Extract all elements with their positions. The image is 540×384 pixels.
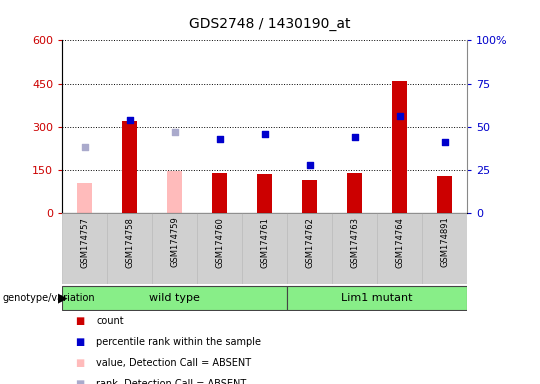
Text: genotype/variation: genotype/variation	[3, 293, 96, 303]
Point	[215, 136, 224, 142]
Point	[350, 134, 359, 140]
Bar	[422, 213, 467, 284]
Text: ■: ■	[76, 379, 85, 384]
Bar	[122, 121, 138, 213]
Text: GSM174764: GSM174764	[395, 217, 404, 268]
Bar	[167, 171, 183, 213]
Point	[395, 113, 404, 119]
Text: GSM174757: GSM174757	[80, 217, 89, 268]
Point	[305, 162, 314, 168]
Point	[170, 129, 179, 135]
Point	[80, 144, 89, 151]
Text: Lim1 mutant: Lim1 mutant	[341, 293, 413, 303]
Text: GSM174759: GSM174759	[170, 217, 179, 267]
Bar	[152, 213, 197, 284]
Bar	[212, 174, 227, 213]
Bar	[256, 174, 273, 213]
Text: GSM174760: GSM174760	[215, 217, 224, 268]
Text: percentile rank within the sample: percentile rank within the sample	[96, 337, 261, 347]
Bar	[437, 176, 453, 213]
Text: wild type: wild type	[149, 293, 200, 303]
Text: GSM174758: GSM174758	[125, 217, 134, 268]
Text: count: count	[96, 316, 124, 326]
Bar	[107, 213, 152, 284]
Bar	[377, 213, 422, 284]
Bar	[62, 286, 287, 310]
Text: ■: ■	[76, 316, 85, 326]
Bar	[62, 213, 107, 284]
Text: ■: ■	[76, 358, 85, 368]
Bar	[197, 213, 242, 284]
Text: GSM174891: GSM174891	[440, 217, 449, 267]
Text: ■: ■	[76, 337, 85, 347]
Text: GDS2748 / 1430190_at: GDS2748 / 1430190_at	[189, 17, 351, 31]
Point	[260, 131, 269, 137]
Text: GSM174761: GSM174761	[260, 217, 269, 268]
Text: rank, Detection Call = ABSENT: rank, Detection Call = ABSENT	[96, 379, 246, 384]
Bar	[77, 183, 92, 213]
Bar	[287, 213, 332, 284]
Bar	[332, 213, 377, 284]
Point	[125, 117, 134, 123]
Text: GSM174763: GSM174763	[350, 217, 359, 268]
Text: ▶: ▶	[58, 291, 68, 304]
Bar	[302, 180, 318, 213]
Bar	[242, 213, 287, 284]
Bar	[392, 81, 408, 213]
Text: GSM174762: GSM174762	[305, 217, 314, 268]
Bar	[287, 286, 467, 310]
Bar	[347, 173, 362, 213]
Text: value, Detection Call = ABSENT: value, Detection Call = ABSENT	[96, 358, 251, 368]
Point	[440, 139, 449, 146]
